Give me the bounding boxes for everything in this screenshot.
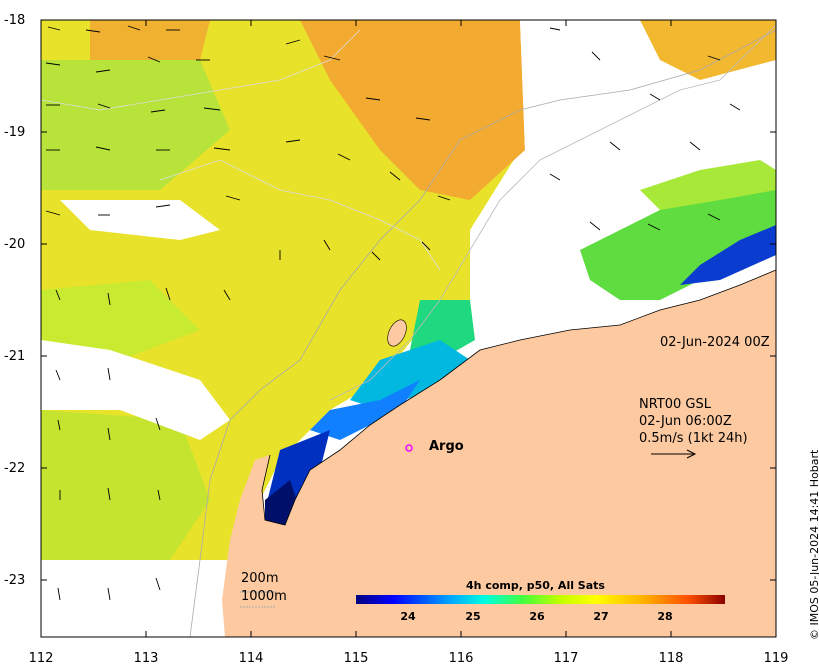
island bbox=[387, 319, 407, 347]
date-label: 02-Jun-2024 00Z bbox=[660, 335, 770, 350]
x-tick-0: 112 bbox=[28, 651, 54, 666]
y-tick-1: -19 bbox=[4, 125, 26, 140]
argo-marker bbox=[405, 444, 413, 452]
product-line-2: 02-Jun 06:00Z bbox=[639, 414, 732, 429]
colorbar-tick-24: 24 bbox=[400, 610, 416, 623]
colorbar-tick-27: 27 bbox=[593, 610, 609, 623]
coastline bbox=[261, 269, 777, 526]
y-tick-2: -20 bbox=[4, 237, 26, 252]
y-tick-4: -22 bbox=[4, 461, 26, 476]
x-tick-1: 113 bbox=[133, 651, 159, 666]
contour-1000-label: 1000m bbox=[241, 589, 287, 604]
y-tick-5: -23 bbox=[4, 573, 26, 588]
x-tick-7: 119 bbox=[763, 651, 789, 666]
x-tick-5: 117 bbox=[553, 651, 579, 666]
colorbar-tick-28: 28 bbox=[657, 610, 673, 623]
colorbar bbox=[356, 595, 725, 604]
argo-label: Argo bbox=[429, 439, 464, 454]
current-vectors bbox=[45, 25, 741, 601]
x-tick-6: 118 bbox=[658, 651, 684, 666]
x-tick-2: 114 bbox=[238, 651, 264, 666]
colorbar-tick-25: 25 bbox=[465, 610, 481, 623]
x-tick-4: 116 bbox=[448, 651, 474, 666]
contour-200-label: 200m bbox=[241, 571, 279, 586]
sst-field bbox=[41, 20, 776, 560]
scale-arrow bbox=[651, 449, 697, 459]
bathymetry-contours bbox=[40, 24, 777, 638]
land-mass bbox=[222, 270, 776, 637]
axes-frame bbox=[40, 19, 777, 638]
x-tick-3: 115 bbox=[343, 651, 369, 666]
product-line-1: NRT00 GSL bbox=[639, 397, 711, 412]
colorbar-title: 4h comp, p50, All Sats bbox=[466, 579, 605, 592]
colorbar-tick-26: 26 bbox=[529, 610, 545, 623]
credit-label: © IMOS 05-Jun-2024 14:41 Hobart bbox=[808, 449, 819, 640]
y-tick-0: -18 bbox=[4, 13, 26, 28]
product-line-3: 0.5m/s (1kt 24h) bbox=[639, 431, 748, 446]
y-tick-3: -21 bbox=[4, 349, 26, 364]
